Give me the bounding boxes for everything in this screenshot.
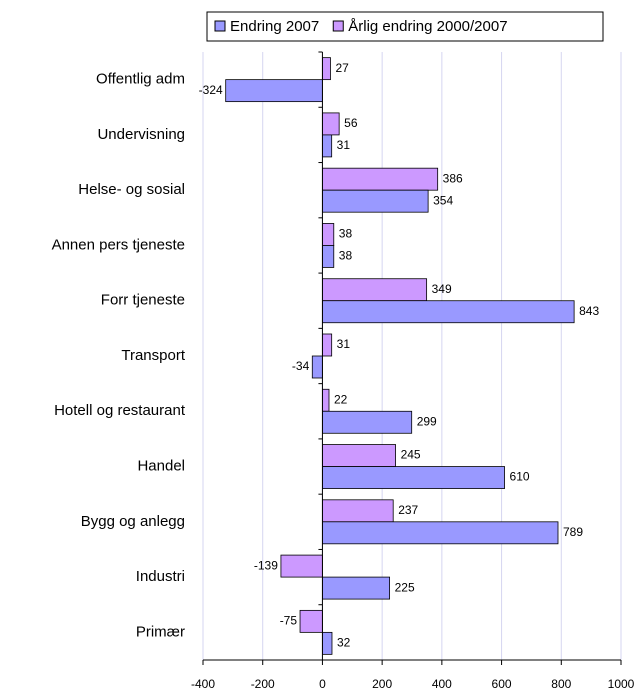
category-label: Offentlig adm: [96, 71, 185, 88]
value-label: 225: [395, 580, 415, 594]
category-label: Undervisning: [97, 126, 185, 143]
bar: [322, 576, 391, 600]
value-label: 354: [433, 193, 453, 207]
category-label: Helse- og sosial: [78, 181, 185, 198]
value-label: 610: [510, 470, 530, 484]
legend-label: Årlig endring 2000/2007: [348, 18, 507, 35]
x-tick-label: 600: [492, 677, 512, 691]
value-label: 386: [443, 171, 463, 185]
bar: [322, 223, 335, 246]
value-label: 843: [579, 304, 599, 318]
bar: [322, 57, 331, 81]
category-label: Forr tjeneste: [101, 292, 185, 309]
value-label: 38: [339, 249, 353, 263]
category-label: Annen pers tjeneste: [52, 236, 185, 253]
bar: [322, 134, 333, 158]
bar: [322, 388, 330, 412]
x-tick-label: -400: [191, 677, 215, 691]
bar: [322, 189, 429, 213]
bar: [322, 245, 335, 268]
value-label: 349: [432, 282, 452, 296]
bar: [299, 609, 323, 633]
value-label: 22: [334, 392, 348, 406]
category-label: Industri: [136, 568, 185, 585]
value-label: 245: [401, 448, 421, 462]
value-label: 789: [563, 525, 583, 539]
legend-swatch: [214, 20, 226, 32]
bar: [322, 112, 340, 136]
bar: [322, 410, 413, 434]
x-tick-label: -200: [251, 677, 275, 691]
bar: [322, 499, 394, 523]
bar: [322, 278, 428, 302]
category-label: Hotell og restaurant: [54, 402, 186, 419]
legend-label: Endring 2007: [230, 18, 319, 35]
bar: [311, 355, 323, 379]
x-tick-label: 200: [372, 677, 392, 691]
value-label: 38: [339, 227, 353, 241]
legend-box: [206, 11, 604, 42]
category-label: Transport: [121, 347, 185, 364]
bar: [322, 333, 333, 357]
value-label: 27: [335, 61, 349, 75]
value-label: -139: [254, 558, 278, 572]
value-label: -324: [199, 83, 223, 97]
value-label: -34: [292, 359, 310, 373]
x-tick-label: 1000: [608, 677, 635, 691]
category-label: Primær: [136, 623, 185, 640]
value-label: 32: [337, 636, 351, 650]
x-tick-label: 800: [551, 677, 571, 691]
bar: [280, 554, 323, 578]
value-label: 299: [417, 414, 437, 428]
bar: [322, 300, 575, 324]
x-tick-label: 400: [432, 677, 452, 691]
value-label: 237: [398, 503, 418, 517]
category-label: Bygg og anlegg: [81, 513, 185, 530]
bar: [322, 631, 333, 655]
value-label: 31: [337, 337, 351, 351]
bar: [225, 79, 323, 103]
value-label: 56: [344, 116, 358, 130]
value-label: 31: [337, 138, 351, 152]
legend-swatch: [332, 20, 344, 32]
category-label: Handel: [137, 458, 185, 475]
bar: [322, 444, 396, 467]
value-label: -75: [280, 614, 298, 628]
bar: [322, 466, 505, 489]
bar: [322, 521, 559, 545]
x-tick-label: 0: [319, 677, 326, 691]
bar: [322, 167, 439, 191]
